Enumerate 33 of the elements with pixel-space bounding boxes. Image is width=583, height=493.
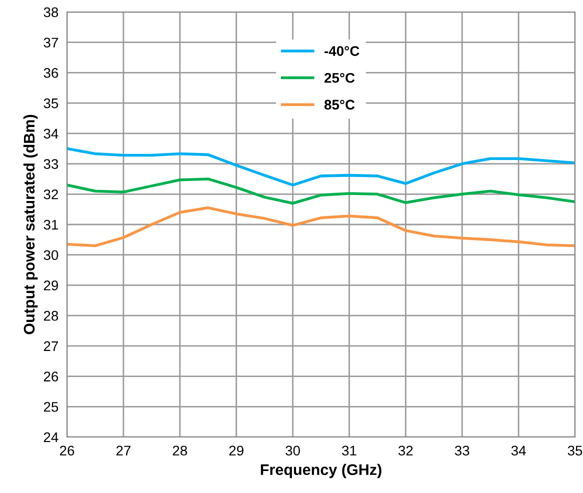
legend-label: -40°C: [324, 46, 360, 56]
legend-label: 25°C: [324, 72, 355, 83]
x-tick-label: 27: [116, 446, 130, 456]
y-tick-label: 30: [44, 250, 58, 260]
y-tick-label: 37: [44, 38, 58, 48]
y-tick-label: 25: [44, 402, 58, 412]
line-series: [67, 178, 575, 205]
x-tick-label: 29: [229, 446, 244, 456]
y-axis-title: Output power saturated (dBm): [23, 114, 38, 334]
y-tick-label: 28: [44, 310, 58, 321]
y-tick-label: 33: [44, 159, 58, 169]
x-tick-label: 35: [568, 446, 582, 456]
x-tick-label: 30: [286, 446, 300, 456]
x-tick-label: 28: [172, 446, 188, 456]
y-tick-label: 26: [44, 372, 58, 382]
x-axis-title: Frequency (GHz): [260, 464, 382, 478]
x-tick-label: 34: [511, 446, 526, 456]
y-tick-label: 29: [44, 280, 58, 290]
y-tick-label: 31: [44, 220, 58, 230]
x-tick-label: 32: [398, 446, 413, 456]
y-tick-label: 34: [44, 128, 58, 139]
legend-label: 85°C: [324, 100, 355, 110]
y-tick-label: 24: [44, 432, 58, 442]
line-series: [67, 147, 575, 186]
x-tick-label: 33: [454, 446, 470, 456]
y-tick-label: 36: [44, 68, 58, 78]
y-tick-label: 27: [44, 341, 58, 351]
x-tick-label: 26: [60, 446, 74, 456]
y-tick-label: 38: [44, 7, 58, 18]
y-tick-label: 35: [44, 98, 58, 108]
x-tick-label: 31: [342, 446, 356, 456]
line-series: [67, 206, 575, 248]
y-tick-label: 32: [44, 189, 58, 200]
